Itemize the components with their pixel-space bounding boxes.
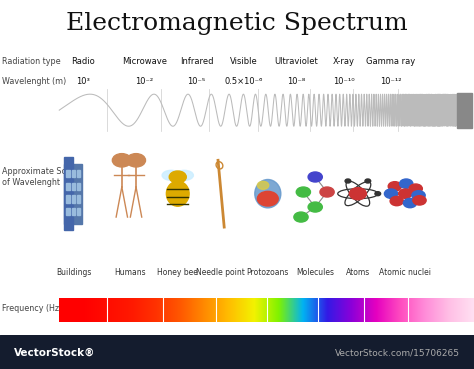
Bar — [72, 208, 75, 215]
Ellipse shape — [166, 181, 189, 206]
Text: 10⁻⁵: 10⁻⁵ — [188, 77, 206, 86]
Circle shape — [413, 196, 426, 205]
Text: Radiation type: Radiation type — [2, 57, 61, 66]
Text: Atoms: Atoms — [346, 268, 370, 277]
Text: Infrared: Infrared — [180, 57, 213, 66]
Text: 10⁻²: 10⁻² — [136, 77, 154, 86]
Circle shape — [127, 154, 146, 167]
Bar — [72, 195, 75, 203]
Circle shape — [409, 184, 422, 193]
Bar — [77, 195, 80, 203]
Bar — [77, 170, 80, 177]
Ellipse shape — [255, 179, 281, 208]
Text: Honey bee: Honey bee — [157, 268, 198, 277]
Text: Microwave: Microwave — [122, 57, 167, 66]
Text: Electromagnetic Spectrum: Electromagnetic Spectrum — [66, 12, 408, 35]
Circle shape — [308, 202, 322, 212]
Text: Frequency (Hz): Frequency (Hz) — [2, 304, 63, 313]
Circle shape — [365, 179, 371, 183]
Text: 10⁻¹⁰: 10⁻¹⁰ — [333, 77, 355, 86]
Circle shape — [294, 212, 308, 222]
Text: 10³: 10³ — [76, 77, 90, 86]
Circle shape — [296, 187, 310, 197]
Circle shape — [403, 199, 417, 208]
Circle shape — [375, 192, 381, 196]
Bar — [457, 93, 472, 128]
Bar — [66, 183, 70, 190]
Text: Molecules: Molecules — [296, 268, 334, 277]
Text: 10⁻⁸: 10⁻⁸ — [287, 77, 305, 86]
Text: VectorStock®: VectorStock® — [14, 348, 96, 358]
Text: Protozoans: Protozoans — [246, 268, 289, 277]
Ellipse shape — [162, 170, 180, 180]
Text: Gamma ray: Gamma ray — [366, 57, 416, 66]
Circle shape — [345, 179, 351, 183]
Circle shape — [349, 188, 366, 200]
Text: Buildings: Buildings — [56, 268, 91, 277]
Ellipse shape — [175, 170, 193, 180]
Circle shape — [112, 154, 131, 167]
Circle shape — [412, 191, 425, 200]
Bar — [64, 163, 82, 224]
Text: VectorStock.com/15706265: VectorStock.com/15706265 — [335, 348, 460, 357]
Text: Ultraviolet: Ultraviolet — [274, 57, 318, 66]
Bar — [66, 208, 70, 215]
Circle shape — [257, 181, 269, 189]
Text: Radio: Radio — [71, 57, 95, 66]
Text: 0.5×10⁻⁶: 0.5×10⁻⁶ — [225, 77, 263, 86]
Circle shape — [169, 171, 186, 183]
Circle shape — [384, 189, 398, 199]
Bar — [77, 183, 80, 190]
Bar — [66, 195, 70, 203]
Circle shape — [390, 196, 403, 206]
Text: X-ray: X-ray — [333, 57, 355, 66]
Circle shape — [400, 179, 413, 188]
Circle shape — [320, 187, 334, 197]
Circle shape — [399, 189, 412, 199]
Text: Atomic nuclei: Atomic nuclei — [379, 268, 431, 277]
Text: Humans: Humans — [115, 268, 146, 277]
Bar — [77, 208, 80, 215]
Circle shape — [308, 172, 322, 182]
Circle shape — [257, 192, 278, 206]
Text: Visible: Visible — [230, 57, 258, 66]
Bar — [64, 157, 73, 230]
Text: Approximate Scale
of Wavelenght: Approximate Scale of Wavelenght — [2, 167, 79, 187]
Text: Needle point: Needle point — [196, 268, 245, 277]
Text: 10⁻¹²: 10⁻¹² — [380, 77, 402, 86]
Bar — [72, 183, 75, 190]
Bar — [72, 170, 75, 177]
Circle shape — [388, 182, 401, 191]
Bar — [66, 170, 70, 177]
Text: Wavelenght (m): Wavelenght (m) — [2, 77, 67, 86]
